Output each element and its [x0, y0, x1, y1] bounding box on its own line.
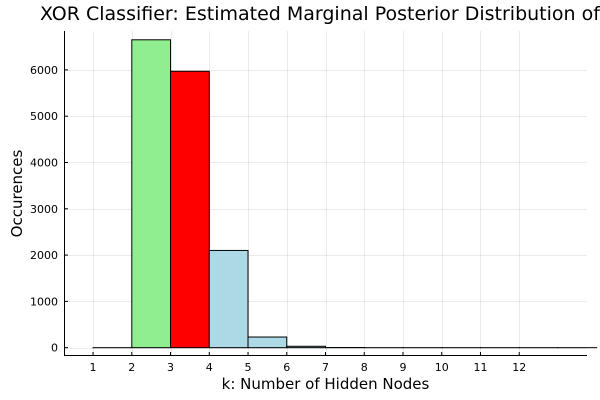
x-tick-label: 4	[206, 361, 213, 374]
x-tick-label: 2	[128, 361, 135, 374]
y-tick-label: 3000	[30, 203, 58, 216]
x-tick-label: 7	[322, 361, 329, 374]
y-tick-label: 1000	[30, 295, 58, 308]
x-tick-label: 10	[435, 361, 449, 374]
bar-bin-2-3	[131, 39, 172, 349]
x-tick-label: 3	[167, 361, 174, 374]
y-tick-labels: 0 1000 2000 3000 4000 5000 6000	[30, 64, 68, 355]
x-tick-label: 5	[245, 361, 252, 374]
y-tick-label: 0	[51, 342, 58, 355]
x-tick-label: 9	[399, 361, 406, 374]
x-tick-label: 6	[283, 361, 290, 374]
bar-bin-5-6	[247, 336, 288, 349]
y-tick-label: 4000	[30, 156, 58, 169]
grid-lines	[64, 31, 587, 356]
x-tick-label: 1	[90, 361, 97, 374]
bars	[92, 39, 598, 349]
x-axis-label: k: Number of Hidden Nodes	[222, 375, 430, 393]
x-tick-labels: 1 2 3 4 5 6 7 8 9 10 11 12	[90, 352, 526, 374]
y-tick-label: 5000	[30, 110, 58, 123]
y-tick-label: 6000	[30, 64, 58, 77]
x-tick-label: 12	[512, 361, 526, 374]
bar-bin-6-7	[286, 345, 326, 349]
y-axis-label: Occurences	[8, 149, 26, 237]
y-tick-label: 2000	[30, 249, 58, 262]
bar-bin-3-4	[170, 70, 210, 349]
chart-title: XOR Classifier: Estimated Marginal Poste…	[40, 3, 600, 25]
bar-bin-4-5	[208, 249, 249, 349]
x-tick-label: 11	[473, 361, 487, 374]
x-tick-label: 8	[361, 361, 368, 374]
